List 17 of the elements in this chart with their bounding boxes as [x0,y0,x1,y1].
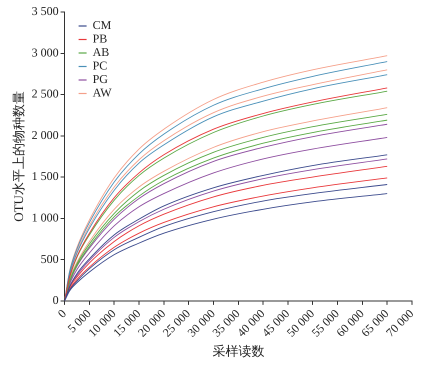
legend-label: AB [92,45,110,60]
legend-label: PG [92,72,108,86]
x-tick-label: 0 [54,306,69,321]
y-tick-label: 3 500 [32,4,59,18]
x-axis-title: 采样读数 [212,344,264,359]
y-tick-label: 500 [40,252,59,266]
legend-label: PC [92,58,108,73]
y-axis-title: OTU水平上的物种数量 [11,91,26,222]
y-tick-label: 2 500 [32,86,59,101]
legend-label: PB [92,32,108,46]
y-tick-label: 1 500 [32,169,59,184]
y-tick-label: 2 000 [32,128,59,142]
y-tick-label: 3 000 [32,45,59,60]
legend-label: AW [92,86,112,100]
y-tick-label: 0 [52,293,59,308]
y-tick-label: 1 000 [32,210,59,224]
legend-label: CM [92,18,112,32]
